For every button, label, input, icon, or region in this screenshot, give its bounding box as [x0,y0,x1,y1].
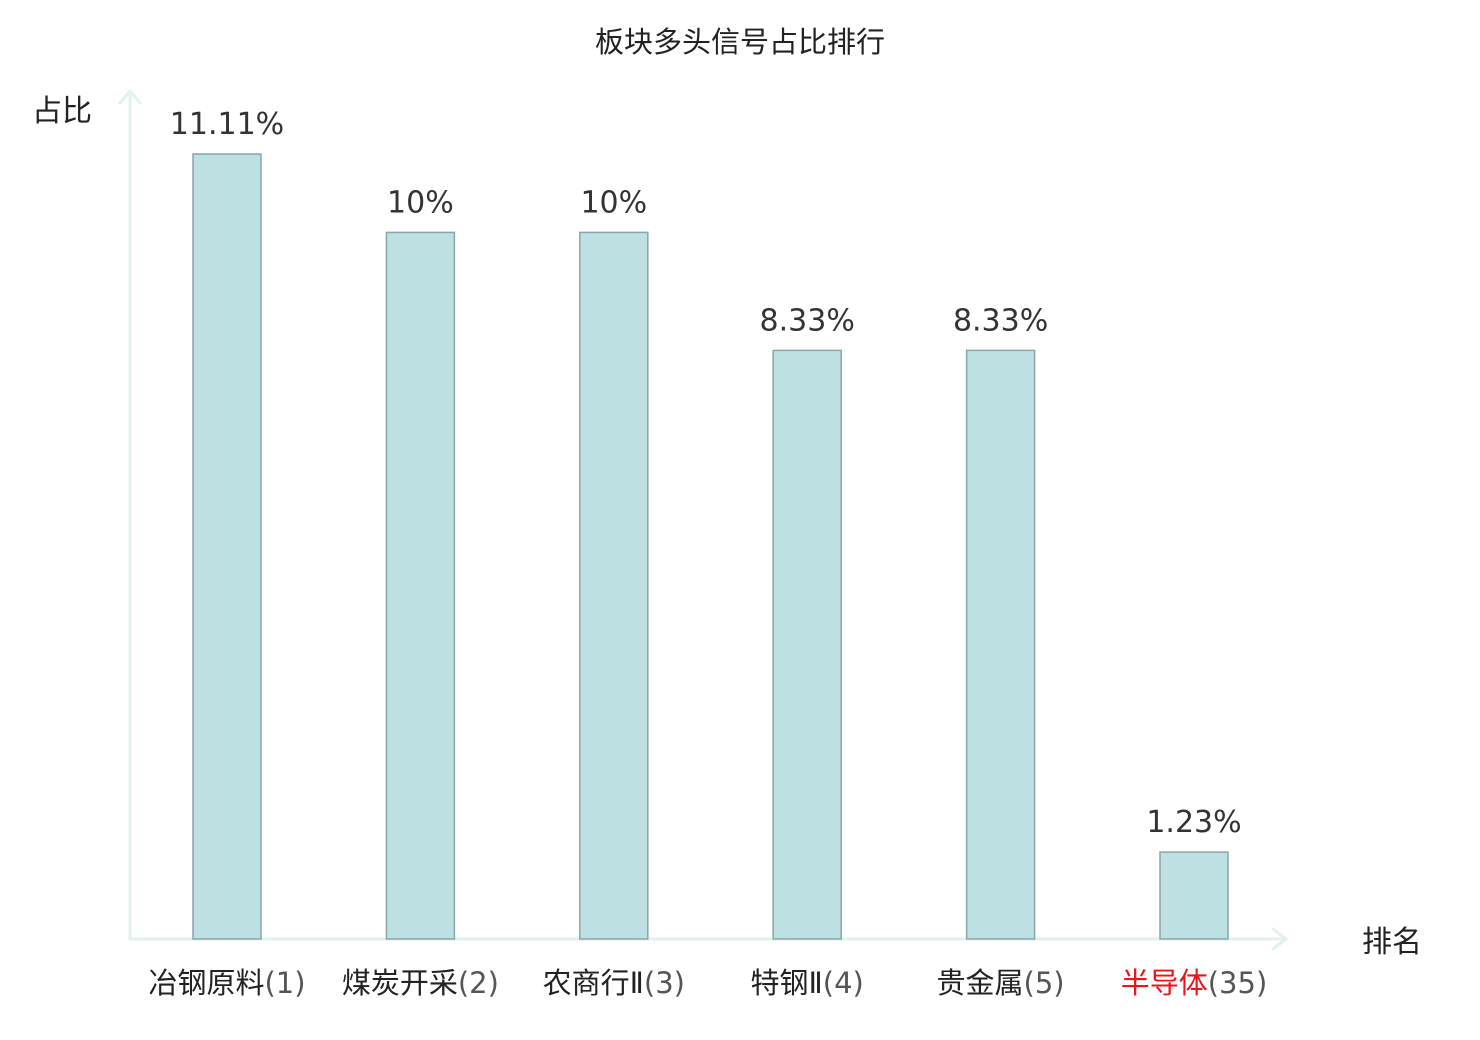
x-tick-label: 煤炭开采(2) [342,966,499,1000]
x-tick-rank: (4) [823,966,864,1000]
bar-value-label: 10% [580,185,647,220]
bar-value-label: 10% [387,185,454,220]
x-axis: 排名 [128,925,1422,960]
x-tick-rank: (5) [1024,966,1065,1000]
y-axis-label: 占比 [32,94,92,129]
x-axis-label: 排名 [1362,925,1422,960]
x-tick-category-name: 特钢Ⅱ [751,966,823,1000]
tick-labels-layer: 冶钢原料(1) 煤炭开采(2) 农商行Ⅱ(3) 特钢Ⅱ(4) 贵金属(5) 半导体(35) [148,966,1267,1000]
x-tick-rank: (2) [458,966,499,1000]
x-tick-category-name: 冶钢原料 [148,966,264,1000]
bar [192,153,262,940]
bar [772,349,842,940]
y-axis-arrowhead [118,89,142,105]
x-tick-category-name: 农商行Ⅱ [543,966,644,1000]
bar [385,231,456,940]
value-labels-layer: 11.11% 10% 10% 8.33% 8.33% 1.23% [170,107,1242,840]
x-tick-rank: (1) [264,966,305,1000]
bar-value-label: 11.11% [170,107,284,142]
bar-value-label: 8.33% [953,303,1048,338]
x-tick-rank: (35) [1208,966,1268,1000]
x-tick-label: 特钢Ⅱ(4) [751,966,864,1000]
bar-value-label: 8.33% [760,303,855,338]
x-axis-arrowhead [1271,927,1288,951]
y-axis: 占比 [32,89,142,941]
bars-layer [192,153,1229,940]
chart-title: 板块多头信号占比排行 [595,25,885,59]
bar-value-label: 1.23% [1146,805,1241,840]
bar [579,231,649,940]
x-tick-label: 农商行Ⅱ(3) [543,966,685,1000]
x-tick-category-name: 半导体 [1121,966,1208,1000]
x-tick-label: 半导体(35) [1121,966,1268,1000]
x-tick-label: 贵金属(5) [937,966,1065,1000]
x-tick-category-name: 贵金属 [937,966,1024,1000]
bar [1159,851,1229,940]
bar [965,349,1036,940]
x-tick-rank: (3) [644,966,685,1000]
x-tick-label: 冶钢原料(1) [148,966,305,1000]
x-tick-category-name: 煤炭开采 [342,966,458,1000]
